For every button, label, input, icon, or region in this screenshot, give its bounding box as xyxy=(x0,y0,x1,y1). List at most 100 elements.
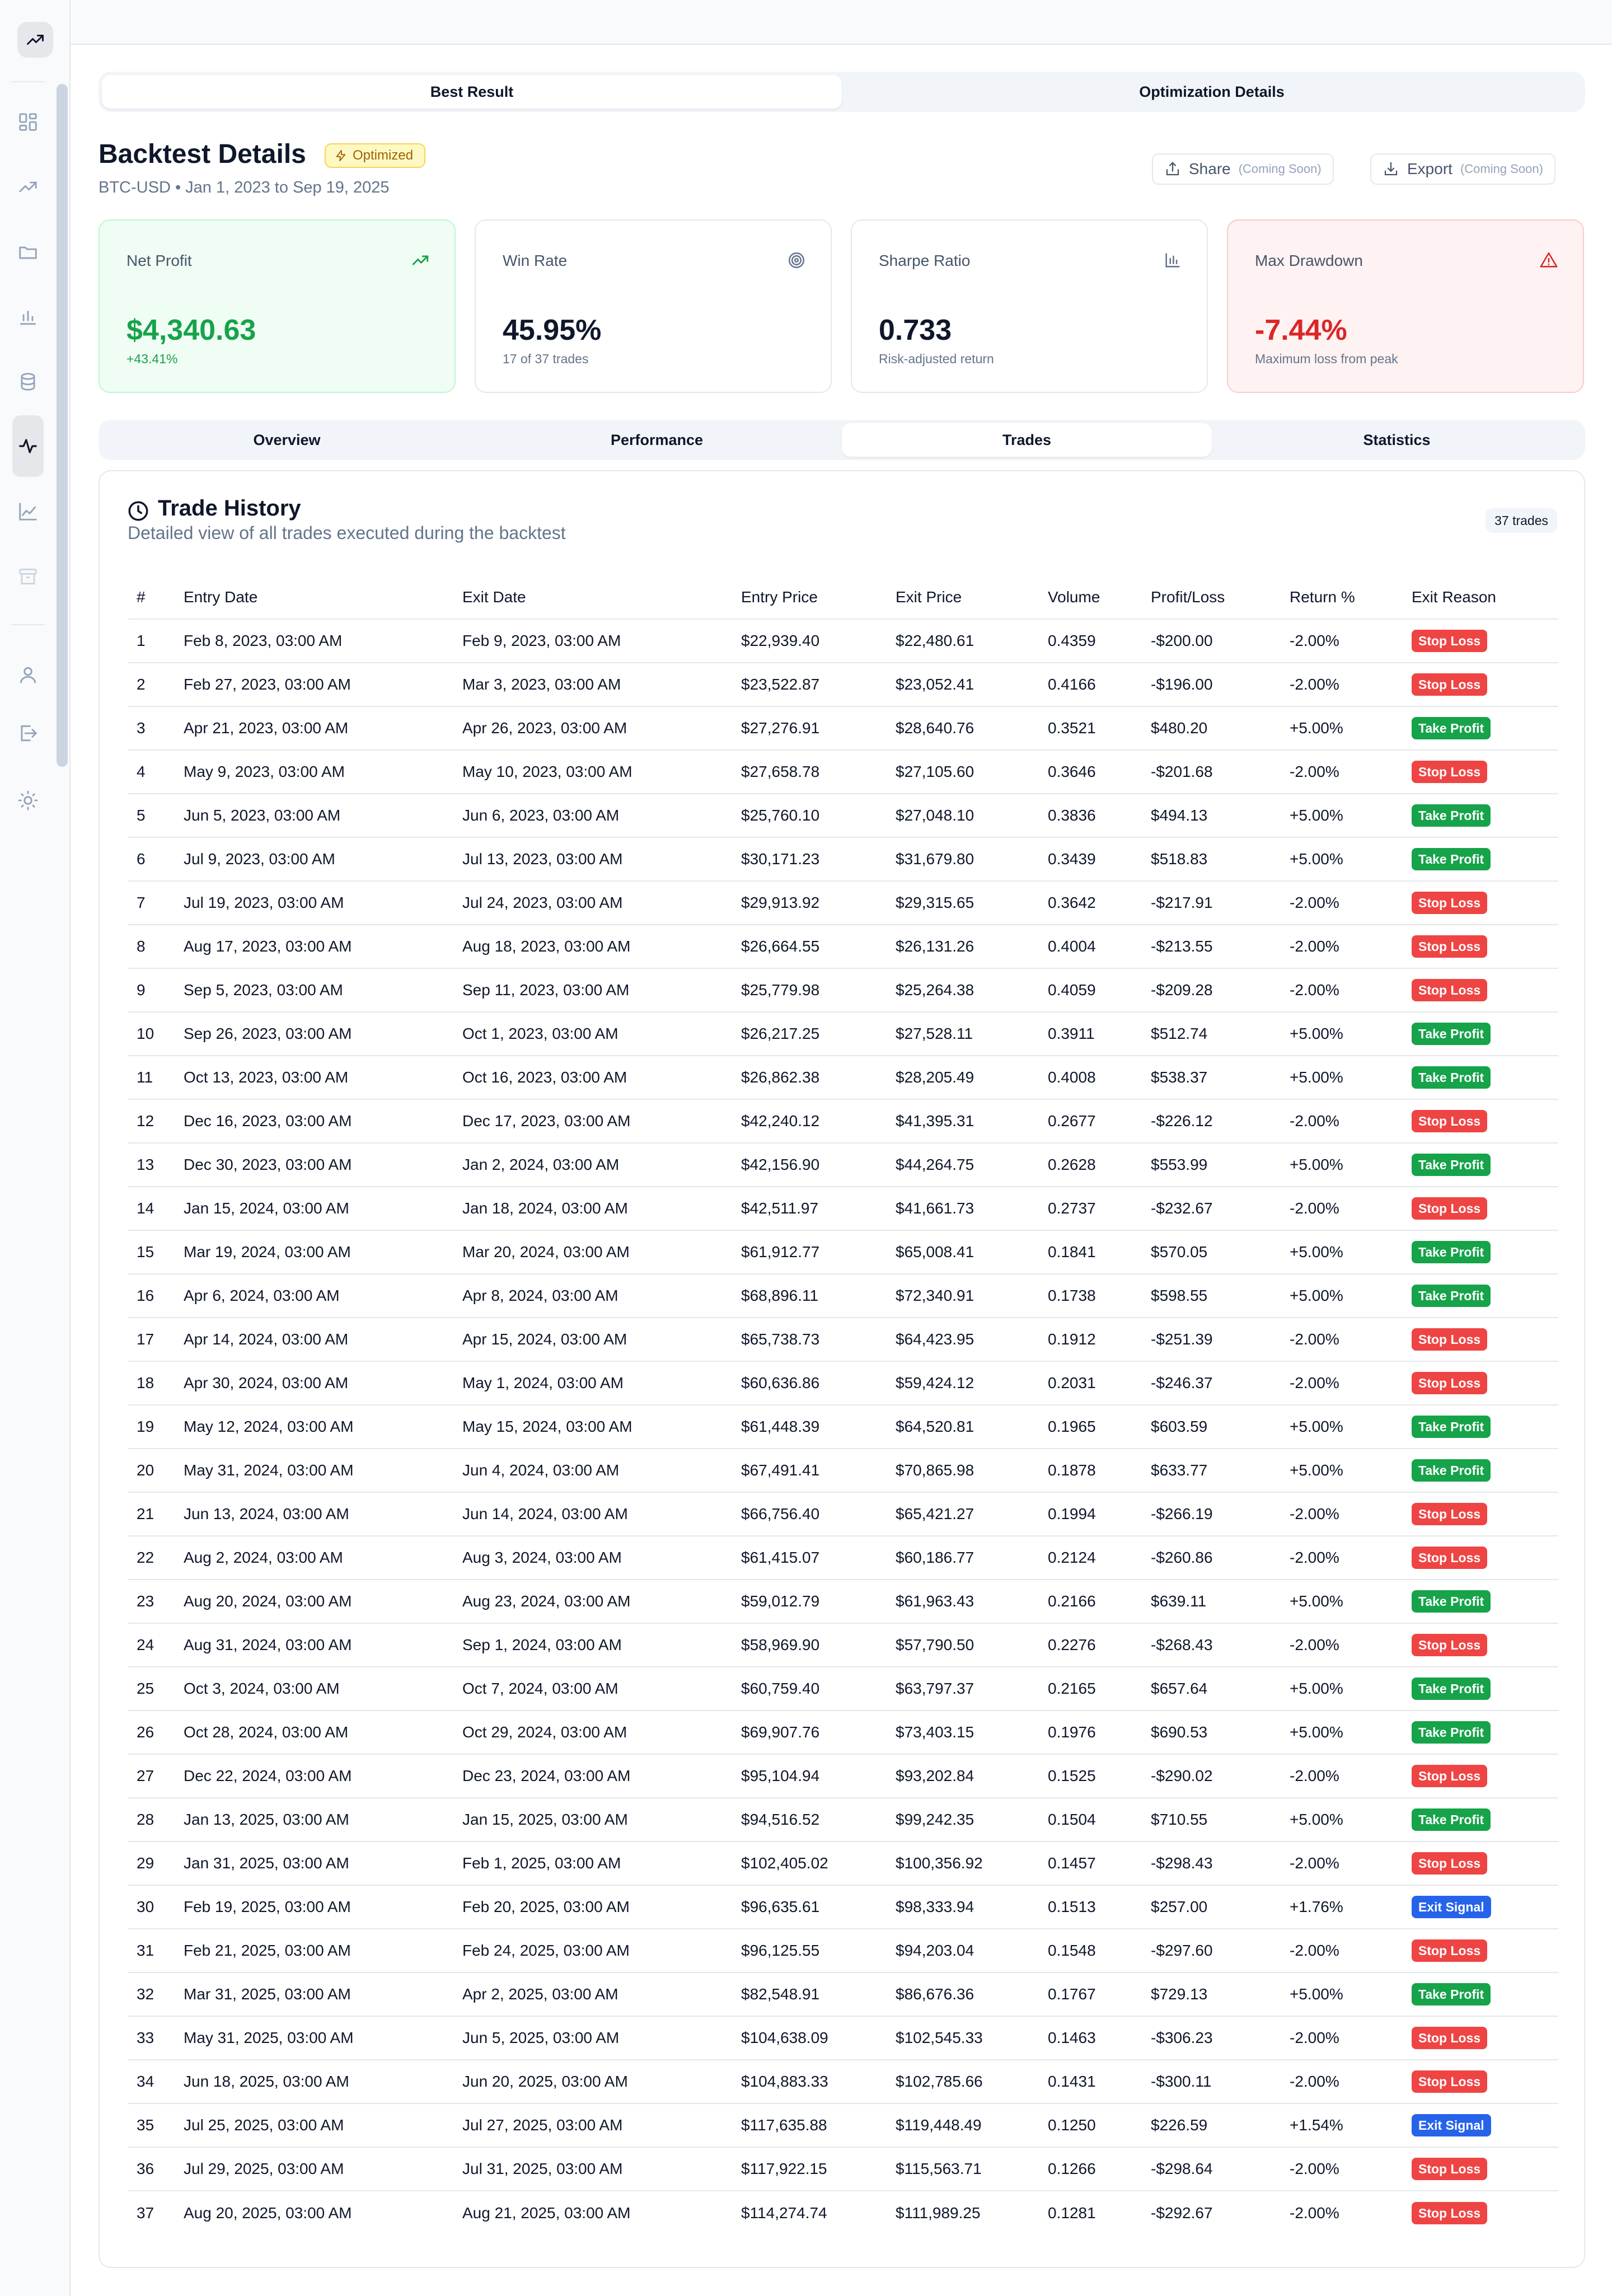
nav-activity[interactable] xyxy=(12,415,44,477)
volume-cell: 0.3836 xyxy=(1039,794,1142,838)
nav-bar-chart[interactable] xyxy=(12,293,44,340)
entry-date-cell: Aug 31, 2024, 03:00 AM xyxy=(175,1623,453,1667)
entry-date-cell: Dec 16, 2023, 03:00 AM xyxy=(175,1099,453,1144)
line-chart-icon xyxy=(19,503,37,521)
share-button[interactable]: Share (Coming Soon) xyxy=(1152,153,1334,185)
nav-database[interactable] xyxy=(12,358,44,405)
download-icon xyxy=(1384,162,1398,176)
exit-reason-cell: Stop Loss xyxy=(1403,968,1558,1013)
entry-price-cell: $94,516.52 xyxy=(732,1798,887,1842)
tab-performance[interactable]: Performance xyxy=(610,431,704,448)
trade-number-cell: 31 xyxy=(128,1929,175,1973)
nav-trending[interactable] xyxy=(12,163,44,210)
sidebar-scrollbar[interactable] xyxy=(57,84,68,767)
entry-date-cell: Sep 26, 2023, 03:00 AM xyxy=(175,1012,453,1056)
exit-reason-cell: Stop Loss xyxy=(1403,2016,1558,2060)
entry-price-cell: $26,862.38 xyxy=(732,1056,887,1100)
entry-date-cell: Aug 17, 2023, 03:00 AM xyxy=(175,925,453,969)
entry-price-cell: $27,658.78 xyxy=(732,750,887,794)
return-percent-cell: +5.00% xyxy=(1281,1798,1403,1842)
volume-cell: 0.1513 xyxy=(1039,1885,1142,1929)
entry-date-cell: Apr 21, 2023, 03:00 AM xyxy=(175,706,453,751)
profit-loss-cell: $690.53 xyxy=(1142,1711,1281,1755)
entry-date-cell: Jul 29, 2025, 03:00 AM xyxy=(175,2147,453,2191)
exit-reason-cell: Stop Loss xyxy=(1403,1187,1558,1231)
table-row: 1 Feb 8, 2023, 03:00 AM Feb 9, 2023, 03:00… xyxy=(128,619,1558,663)
exit-reason-badge: Stop Loss xyxy=(1412,1939,1488,1962)
exit-date-cell: Aug 3, 2024, 03:00 AM xyxy=(453,1536,732,1580)
nav-user[interactable] xyxy=(12,652,44,699)
exit-reason-badge: Take Profit xyxy=(1412,1721,1491,1744)
trade-number-cell: 7 xyxy=(128,881,175,925)
exit-reason-badge: Take Profit xyxy=(1412,1678,1491,1700)
optimized-badge: Optimized xyxy=(325,143,426,168)
exit-reason-cell: Take Profit xyxy=(1403,1972,1558,2017)
table-row: 3 Apr 21, 2023, 03:00 AM Apr 26, 2023, 03:… xyxy=(128,706,1558,751)
exit-reason-cell: Stop Loss xyxy=(1403,1623,1558,1667)
nav-archive[interactable] xyxy=(12,553,44,600)
entry-date-cell: Jul 9, 2023, 03:00 AM xyxy=(175,837,453,882)
exit-date-cell: Aug 18, 2023, 03:00 AM xyxy=(453,925,732,969)
exit-reason-cell: Take Profit xyxy=(1403,1274,1558,1318)
trade-number-cell: 28 xyxy=(128,1798,175,1842)
volume-cell: 0.1457 xyxy=(1039,1842,1142,1886)
net-profit-card: Net Profit $4,340.63 +43.41% xyxy=(99,219,456,393)
trade-number-cell: 6 xyxy=(128,837,175,882)
app-logo[interactable] xyxy=(17,22,53,58)
nav-theme-toggle[interactable] xyxy=(12,777,44,824)
exit-price-cell: $44,264.75 xyxy=(887,1143,1039,1187)
tab-statistics[interactable]: Statistics xyxy=(1363,431,1431,448)
profit-loss-cell: -$266.19 xyxy=(1142,1492,1281,1536)
trending-up-icon xyxy=(27,35,44,45)
metric-label: Win Rate xyxy=(503,252,568,269)
win-rate-card: Win Rate 45.95% 17 of 37 trades xyxy=(475,219,832,393)
exit-date-cell: Jul 27, 2025, 03:00 AM xyxy=(453,2103,732,2148)
profit-loss-cell: $570.05 xyxy=(1142,1230,1281,1274)
exit-reason-badge: Stop Loss xyxy=(1412,979,1488,1001)
table-row: 12 Dec 16, 2023, 03:00 AM Dec 17, 2023, 03… xyxy=(128,1099,1558,1144)
exit-reason-badge: Stop Loss xyxy=(1412,1547,1488,1569)
trade-number-cell: 13 xyxy=(128,1143,175,1187)
profit-loss-cell: $729.13 xyxy=(1142,1972,1281,2017)
exit-date-cell: Dec 23, 2024, 03:00 AM xyxy=(453,1754,732,1798)
sidebar-divider xyxy=(11,81,45,82)
return-percent-cell: -2.00% xyxy=(1281,2016,1403,2060)
nav-dashboard[interactable] xyxy=(12,99,44,146)
table-row: 20 May 31, 2024, 03:00 AM Jun 4, 2024, 03:… xyxy=(128,1449,1558,1493)
volume-cell: 0.2677 xyxy=(1039,1099,1142,1144)
profit-loss-cell: -$298.43 xyxy=(1142,1842,1281,1886)
trade-number-cell: 10 xyxy=(128,1012,175,1056)
exit-reason-badge: Take Profit xyxy=(1412,1154,1491,1176)
clock-icon xyxy=(128,501,148,521)
trade-number-cell: 37 xyxy=(137,2204,154,2222)
trending-up-icon xyxy=(19,181,37,193)
column-header: Entry Date xyxy=(175,575,453,620)
exit-date-cell: Oct 16, 2023, 03:00 AM xyxy=(453,1056,732,1100)
nav-line-chart[interactable] xyxy=(12,488,44,535)
exit-reason-badge: Stop Loss xyxy=(1412,2201,1488,2224)
sun-icon xyxy=(18,790,38,810)
trade-number-cell: 36 xyxy=(128,2147,175,2191)
tab-overview[interactable]: Overview xyxy=(253,431,321,448)
export-button-label: Export xyxy=(1407,160,1452,177)
export-button[interactable]: Export (Coming Soon) xyxy=(1370,153,1555,185)
trade-number-cell: 23 xyxy=(128,1580,175,1624)
profit-loss-cell: -$251.39 xyxy=(1142,1318,1281,1362)
exit-reason-badge: Stop Loss xyxy=(1412,1197,1488,1220)
exit-date-cell: Jun 4, 2024, 03:00 AM xyxy=(453,1449,732,1493)
entry-price-cell: $26,664.55 xyxy=(732,925,887,969)
exit-price-cell: $65,421.27 xyxy=(887,1492,1039,1536)
tab-optimization-details[interactable]: Optimization Details xyxy=(1139,83,1285,100)
nav-logout[interactable] xyxy=(12,710,44,757)
nav-folder[interactable] xyxy=(12,228,44,275)
table-row: 13 Dec 30, 2023, 03:00 AM Jan 2, 2024, 03:… xyxy=(128,1143,1558,1187)
bar-chart-icon xyxy=(1165,253,1180,268)
trade-number-cell: 33 xyxy=(128,2016,175,2060)
table-row: 25 Oct 3, 2024, 03:00 AM Oct 7, 2024, 03:0… xyxy=(128,1667,1558,1711)
tab-trades[interactable]: Trades xyxy=(842,423,1212,457)
exit-price-cell: $28,205.49 xyxy=(887,1056,1039,1100)
exit-date-cell: Sep 1, 2024, 03:00 AM xyxy=(453,1623,732,1667)
zap-icon xyxy=(336,149,346,162)
tab-best-result[interactable]: Best Result xyxy=(102,75,842,109)
return-percent-cell: -2.00% xyxy=(1281,1361,1403,1405)
